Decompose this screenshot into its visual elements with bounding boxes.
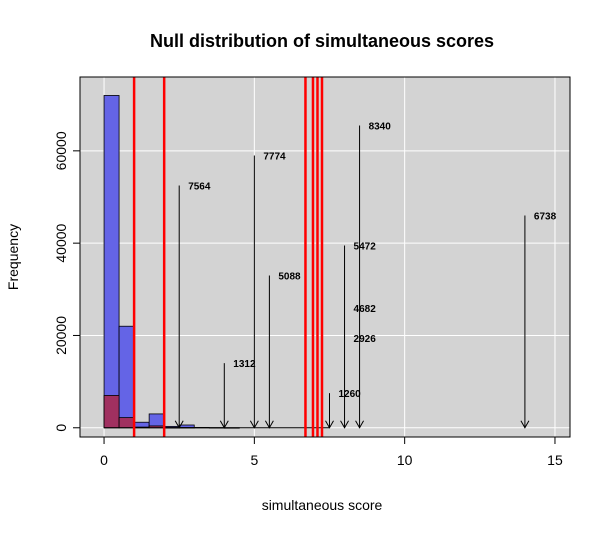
annotation-arrowhead — [219, 420, 229, 429]
annotation-label: 4682 — [354, 304, 377, 315]
annotation-label: 8340 — [369, 121, 392, 132]
x-axis: 0 5 10 15 — [100, 436, 563, 468]
annotation-label: 1260 — [339, 389, 362, 400]
annotation-label: 2926 — [354, 334, 377, 345]
annotation-label: 7774 — [263, 151, 286, 162]
x-axis-label: simultaneous score — [262, 497, 383, 513]
chart-title: Null distribution of simultaneous scores — [150, 31, 494, 51]
annotation-label: 6738 — [534, 211, 557, 222]
annotation-label: 1312 — [233, 359, 256, 370]
histogram-bar — [103, 395, 120, 429]
annotation-arrowhead — [520, 420, 530, 429]
annotation-label: 5472 — [354, 241, 377, 252]
y-tick-label: 20000 — [53, 316, 69, 355]
annotation-arrowhead — [355, 420, 365, 429]
histogram-bar — [103, 95, 120, 429]
plot-area — [80, 77, 570, 437]
y-axis: 0 20000 40000 60000 — [53, 131, 81, 432]
x-tick-label: 5 — [250, 452, 258, 468]
y-tick-label: 60000 — [53, 131, 69, 170]
annotation-arrowhead — [340, 420, 349, 429]
y-tick-label: 40000 — [53, 223, 69, 262]
annotation-arrowhead — [249, 420, 259, 429]
histogram-bar — [118, 325, 135, 429]
annotation-arrowhead — [174, 420, 184, 429]
histogram-bar — [118, 417, 135, 429]
y-axis-label: Frequency — [5, 224, 21, 290]
annotation-label: 5088 — [278, 271, 301, 282]
x-tick-label: 10 — [397, 452, 413, 468]
y-tick-label: 0 — [53, 424, 69, 432]
x-tick-label: 15 — [547, 452, 563, 468]
x-tick-label: 0 — [100, 452, 108, 468]
annotation-arrowhead — [325, 420, 334, 429]
score-annotations: 7564 1312 7774 5088 1260 5472 4682 2926 8340 6738 — [174, 121, 557, 429]
annotation-arrowhead — [264, 420, 274, 429]
threshold-lines — [132, 77, 324, 437]
annotation-label: 7564 — [188, 181, 211, 192]
